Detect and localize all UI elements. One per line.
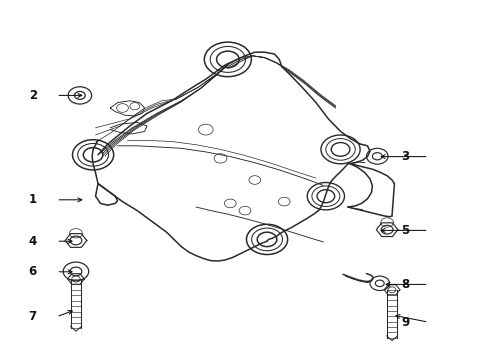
Text: 5: 5 xyxy=(401,224,409,237)
Text: 6: 6 xyxy=(28,265,37,278)
Text: 7: 7 xyxy=(28,310,37,323)
Text: 9: 9 xyxy=(401,316,409,329)
Text: 1: 1 xyxy=(28,193,37,206)
Text: 2: 2 xyxy=(28,89,37,102)
Text: 8: 8 xyxy=(401,278,409,291)
Text: 3: 3 xyxy=(401,150,409,163)
Text: 4: 4 xyxy=(28,235,37,248)
